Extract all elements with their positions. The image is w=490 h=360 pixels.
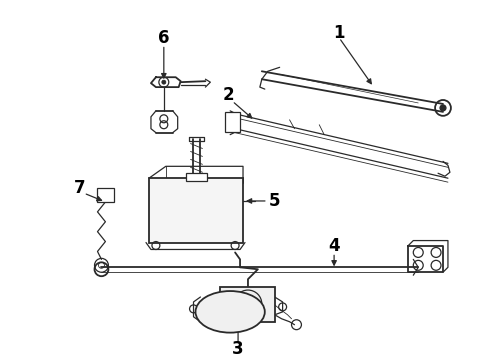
Text: 5: 5	[269, 192, 280, 210]
Ellipse shape	[196, 291, 265, 333]
Bar	[225, 112, 240, 132]
Text: 3: 3	[232, 341, 244, 359]
Text: 1: 1	[333, 24, 345, 42]
Bar	[220, 287, 275, 322]
Bar	[186, 173, 207, 181]
Text: 4: 4	[328, 237, 340, 255]
Bar	[149, 178, 243, 243]
Bar	[97, 188, 114, 202]
Text: 7: 7	[74, 179, 85, 197]
Text: 6: 6	[158, 28, 170, 46]
Circle shape	[245, 301, 251, 307]
Text: 2: 2	[222, 86, 234, 104]
Circle shape	[162, 80, 166, 84]
Circle shape	[440, 105, 446, 111]
